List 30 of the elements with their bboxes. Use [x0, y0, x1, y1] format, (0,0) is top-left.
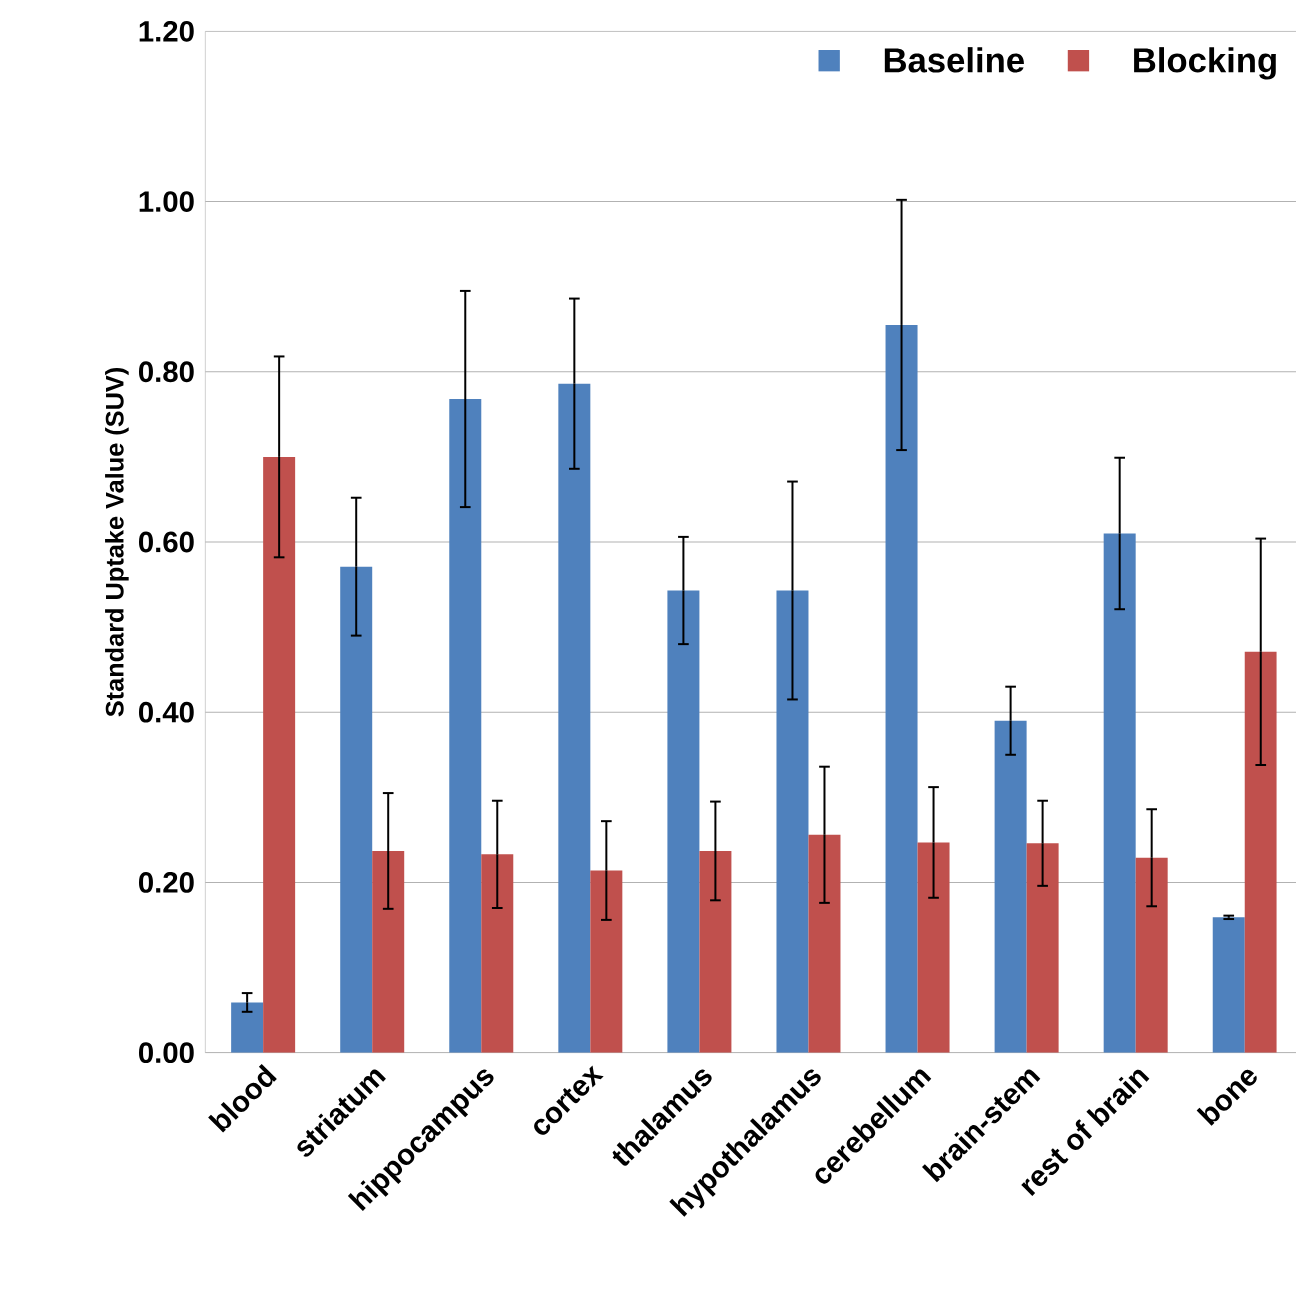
bar [558, 383, 591, 1053]
y-tick-label: 1.20 [139, 20, 194, 42]
y-tick-label: 0.20 [138, 872, 194, 893]
bar [263, 456, 296, 1053]
bar [372, 850, 405, 1053]
bar [808, 834, 841, 1053]
bar [994, 720, 1027, 1053]
bar [885, 324, 918, 1053]
bar [699, 850, 732, 1053]
bar [917, 842, 950, 1053]
bar [481, 854, 514, 1053]
bar [776, 590, 809, 1053]
bar [1212, 917, 1245, 1053]
bar [590, 870, 623, 1053]
bar [667, 590, 700, 1053]
bar [1026, 843, 1059, 1053]
bar [340, 566, 373, 1053]
y-tick-label: 1.00 [139, 191, 194, 212]
y-tick-label: 0.00 [138, 1042, 194, 1064]
legend-label: Baseline [884, 47, 1024, 73]
y-tick-label: 0.40 [138, 701, 194, 723]
bar [449, 399, 482, 1053]
y-tick-label: 0.80 [138, 361, 194, 383]
bar [1135, 857, 1168, 1053]
bar [231, 1002, 264, 1053]
legend-label: Blocking [1134, 47, 1276, 80]
bar [1244, 651, 1277, 1053]
y-tick-label: 0.60 [138, 531, 194, 553]
bar [1103, 533, 1136, 1053]
y-axis-title: Standard Uptake Value (SUV) [105, 368, 129, 717]
